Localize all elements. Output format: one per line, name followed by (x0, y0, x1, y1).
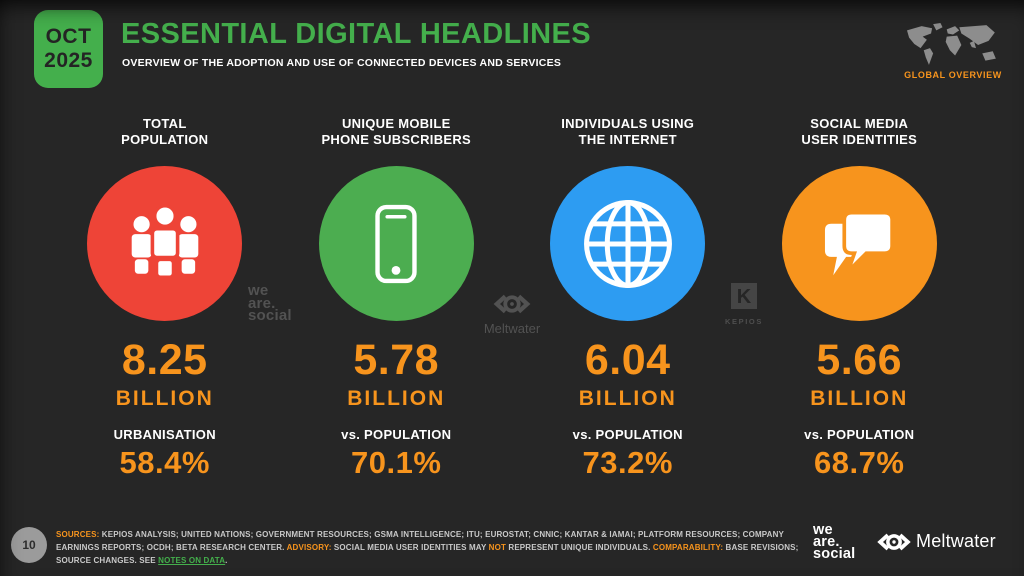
we-are-social-logo: we are. social (813, 522, 856, 563)
sources-text-segment: NOT (488, 542, 507, 552)
stat-internet-users: INDIVIDUALS USING THE INTERNET 6.04 BILL… (512, 108, 744, 481)
sources-text-segment: KEPIOS ANALYSIS; UNITED NATIONS; GOVERNM… (56, 530, 784, 552)
sources-text-segment: BASE REVISIONS; SOURCE CHANGES. SEE (56, 542, 799, 565)
sources-text: SOURCES: KEPIOS ANALYSIS; UNITED NATIONS… (56, 529, 808, 567)
globe-icon (550, 166, 706, 321)
meltwater-eye-icon (877, 533, 911, 550)
metric-value: 73.2% (582, 445, 673, 480)
meltwater-watermark: Meltwater (477, 293, 547, 336)
stat-mobile-subscribers: UNIQUE MOBILE PHONE SUBSCRIBERS 5.78 BIL… (281, 108, 513, 481)
kepios-logo-icon: K (731, 283, 757, 309)
stat-unit: BILLION (578, 387, 677, 410)
metric-label: URBANISATION (113, 427, 216, 442)
stat-value: 6.04 (584, 336, 671, 384)
stat-unit: BILLION (810, 387, 909, 410)
sources-text-segment: ADVISORY: (286, 542, 332, 552)
date-badge: OCT 2025 (34, 10, 103, 88)
stat-value: 5.78 (353, 336, 440, 384)
sources-text-segment: . (225, 555, 228, 565)
metric-value: 58.4% (119, 445, 210, 480)
date-year: 2025 (44, 49, 93, 72)
svg-text:K: K (737, 286, 752, 308)
region-label: GLOBAL OVERVIEW (904, 70, 1002, 80)
stat-title: INDIVIDUALS USING THE INTERNET (561, 116, 695, 147)
metric-label: vs. POPULATION (341, 427, 452, 442)
metric-value: 68.7% (814, 445, 905, 480)
meltwater-logo: Meltwater (877, 531, 996, 552)
we-are-social-watermark: we are. social (248, 282, 292, 325)
stat-unit: BILLION (347, 387, 446, 410)
stats-row: TOTAL POPULATION 8.2 (49, 108, 975, 481)
stat-title: SOCIAL MEDIA USER IDENTITIES (801, 116, 918, 147)
sources-text-segment: SOURCES: (56, 530, 100, 539)
kepios-watermark: K KEPIOS (722, 283, 766, 326)
stat-total-population: TOTAL POPULATION 8.2 (49, 108, 281, 481)
sources-text-segment: SOCIAL MEDIA USER IDENTITIES MAY (331, 542, 489, 552)
page-title: ESSENTIAL DIGITAL HEADLINES (121, 18, 592, 50)
stat-title: UNIQUE MOBILE PHONE SUBSCRIBERS (321, 116, 472, 147)
meltwater-eye-icon (493, 294, 531, 314)
world-map-icon (900, 22, 1006, 68)
mobile-phone-icon (318, 166, 474, 321)
people-icon (87, 166, 243, 321)
page-number: 10 (11, 527, 47, 563)
date-month: OCT (45, 25, 92, 49)
stat-value: 5.66 (816, 336, 903, 384)
stat-social-media-users: SOCIAL MEDIA USER IDENTITIES 5.66 BILLIO… (744, 108, 976, 481)
stat-unit: BILLION (115, 387, 214, 410)
stat-title: TOTAL POPULATION (121, 116, 209, 147)
chat-bubbles-icon (781, 166, 937, 321)
notes-on-data-link[interactable]: NOTES ON DATA (158, 555, 226, 565)
metric-label: vs. POPULATION (804, 427, 915, 442)
page-subtitle: OVERVIEW OF THE ADOPTION AND USE OF CONN… (122, 57, 562, 69)
metric-label: vs. POPULATION (572, 427, 683, 442)
metric-value: 70.1% (351, 445, 442, 480)
sources-text-segment: COMPARABILITY: (652, 542, 724, 552)
sources-text-segment: REPRESENT UNIQUE INDIVIDUALS. (506, 542, 653, 552)
stat-value: 8.25 (121, 336, 208, 384)
